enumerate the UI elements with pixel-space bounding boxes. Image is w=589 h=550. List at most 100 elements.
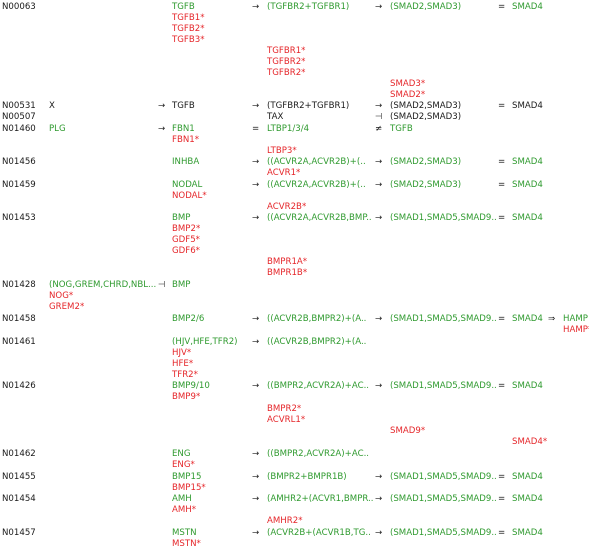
node-TAX: TAX	[267, 112, 284, 122]
node-SMAD1-SMAD5-SMAD9: (SMAD1,SMAD5,SMAD9..	[390, 528, 497, 538]
id-N01456: N01456	[2, 157, 36, 167]
id-N01453: N01453	[2, 213, 36, 223]
id-N01458: N01458	[2, 314, 36, 324]
variant-SMAD4: SMAD4*	[512, 437, 548, 447]
node-ACVR2B-ACVR1B-TG: (ACVR2B+(ACVR1B,TG..	[267, 528, 371, 538]
variant-ENG: ENG*	[172, 460, 195, 470]
id-N01460: N01460	[2, 124, 36, 134]
variant-SMAD2: SMAD2*	[390, 90, 426, 100]
node-SMAD4: SMAD4	[512, 528, 543, 538]
node-BMPR2-BMPR1B: (BMPR2+BMPR1B)	[267, 472, 347, 482]
arrow: →	[252, 101, 260, 111]
node-SMAD1-SMAD5-SMAD9: (SMAD1,SMAD5,SMAD9..	[390, 472, 497, 482]
arrow: →	[375, 101, 383, 111]
id-N00063: N00063	[2, 2, 36, 12]
inhibit: ⊣	[158, 280, 166, 290]
arrow: →	[252, 472, 260, 482]
variant-MSTN: MSTN*	[172, 539, 201, 549]
equals: =	[498, 157, 506, 167]
variant-GDF5: GDF5*	[172, 235, 200, 245]
variant-HAMP: HAMP*	[563, 325, 589, 335]
node-ACVR2A-ACVR2B-BMP: ((ACVR2A,ACVR2B,BMP..	[267, 213, 372, 223]
variant-FBN1: FBN1*	[172, 135, 200, 145]
node-SMAD4: SMAD4	[512, 314, 543, 324]
variant-BMP9: BMP9*	[172, 392, 201, 402]
node-AMH: AMH	[172, 494, 192, 504]
equals: =	[498, 381, 506, 391]
variant-TGFB3: TGFB3*	[172, 35, 205, 45]
not-equal: ≠	[375, 124, 383, 134]
equals: =	[498, 494, 506, 504]
variant-BMPR1A: BMPR1A*	[267, 257, 308, 267]
node-LTBP1-3-4: LTBP1/3/4	[267, 124, 310, 134]
arrow: →	[375, 213, 383, 223]
node-SMAD4: SMAD4	[512, 180, 543, 190]
variant-TGFBR1: TGFBR1*	[267, 46, 306, 56]
node-SMAD2-SMAD3: (SMAD2,SMAD3)	[390, 101, 462, 111]
arrow: →	[252, 528, 260, 538]
node-SMAD2-SMAD3: (SMAD2,SMAD3)	[390, 2, 462, 12]
arrow: →	[252, 494, 260, 504]
id-N01461: N01461	[2, 337, 36, 347]
variant-BMPR1B: BMPR1B*	[267, 268, 308, 278]
arrow: →	[375, 528, 383, 538]
equals: =	[498, 213, 506, 223]
node-SMAD1-SMAD5-SMAD9: (SMAD1,SMAD5,SMAD9..	[390, 213, 497, 223]
node-SMAD4: SMAD4	[512, 381, 543, 391]
node-INHBA: INHBA	[172, 157, 200, 167]
equals: =	[498, 472, 506, 482]
arrow: →	[375, 381, 383, 391]
id-N00507: N00507	[2, 112, 36, 122]
node-MSTN: MSTN	[172, 528, 197, 538]
inhibit: ⊣	[375, 112, 383, 122]
id-N01428: N01428	[2, 280, 36, 290]
arrow: →	[375, 180, 383, 190]
variant-LTBP3: LTBP3*	[267, 146, 297, 156]
node-SMAD4: SMAD4	[512, 494, 543, 504]
node-SMAD2-SMAD3: (SMAD2,SMAD3)	[390, 180, 462, 190]
variant-TGFB2: TGFB2*	[172, 24, 205, 34]
arrow: →	[252, 213, 260, 223]
node-SMAD1-SMAD5-SMAD9: (SMAD1,SMAD5,SMAD9..	[390, 494, 497, 504]
id-N01454: N01454	[2, 494, 36, 504]
node-BMP2-6: BMP2/6	[172, 314, 205, 324]
arrow: →	[252, 2, 260, 12]
arrow: →	[252, 381, 260, 391]
id-N01426: N01426	[2, 381, 36, 391]
arrow: →	[252, 449, 260, 459]
arrow: →	[375, 314, 383, 324]
node-TGFB: TGFB	[172, 2, 195, 12]
equals: =	[498, 180, 506, 190]
node-TGFB: TGFB	[390, 124, 413, 134]
variant-NODAL: NODAL*	[172, 191, 207, 201]
variant-TGFBR2: TGFBR2*	[267, 57, 306, 67]
variant-TGFBR2: TGFBR2*	[267, 68, 306, 78]
variant-BMPR2: BMPR2*	[267, 404, 302, 414]
node-PLG: PLG	[49, 124, 66, 134]
node-SMAD4: SMAD4	[512, 157, 543, 167]
node-ACVR2B-BMPR2: ((ACVR2B,BMPR2)+(A..	[267, 314, 367, 324]
node-TGFBR2-TGFBR1: (TGFBR2+TGFBR1)	[267, 2, 350, 12]
variant-TGFB1: TGFB1*	[172, 13, 205, 23]
node-SMAD4: SMAD4	[512, 472, 543, 482]
arrow: →	[375, 157, 383, 167]
node-SMAD1-SMAD5-SMAD9: (SMAD1,SMAD5,SMAD9..	[390, 381, 497, 391]
node-NOG-GREM-CHRD-NBL: (NOG,GREM,CHRD,NBL...	[49, 280, 157, 290]
node-SMAD2-SMAD3: (SMAD2,SMAD3)	[390, 157, 462, 167]
variant-ACVR2B: ACVR2B*	[267, 202, 307, 212]
arrow: →	[375, 472, 383, 482]
arrow: →	[375, 494, 383, 504]
node-SMAD2-SMAD3: (SMAD2,SMAD3)	[390, 112, 462, 122]
node-BMP15: BMP15	[172, 472, 202, 482]
equals: =	[498, 314, 506, 324]
variant-BMP2: BMP2*	[172, 224, 201, 234]
arrow: →	[252, 314, 260, 324]
arrow: →	[252, 180, 260, 190]
id-N01459: N01459	[2, 180, 36, 190]
arrow: →	[252, 157, 260, 167]
node-ACVR2B-BMPR2: ((ACVR2B,BMPR2)+(A..	[267, 337, 367, 347]
variant-BMP15: BMP15*	[172, 483, 206, 493]
id-N01455: N01455	[2, 472, 36, 482]
node-BMP: BMP	[172, 213, 191, 223]
variant-AMHR2: AMHR2*	[267, 516, 303, 526]
